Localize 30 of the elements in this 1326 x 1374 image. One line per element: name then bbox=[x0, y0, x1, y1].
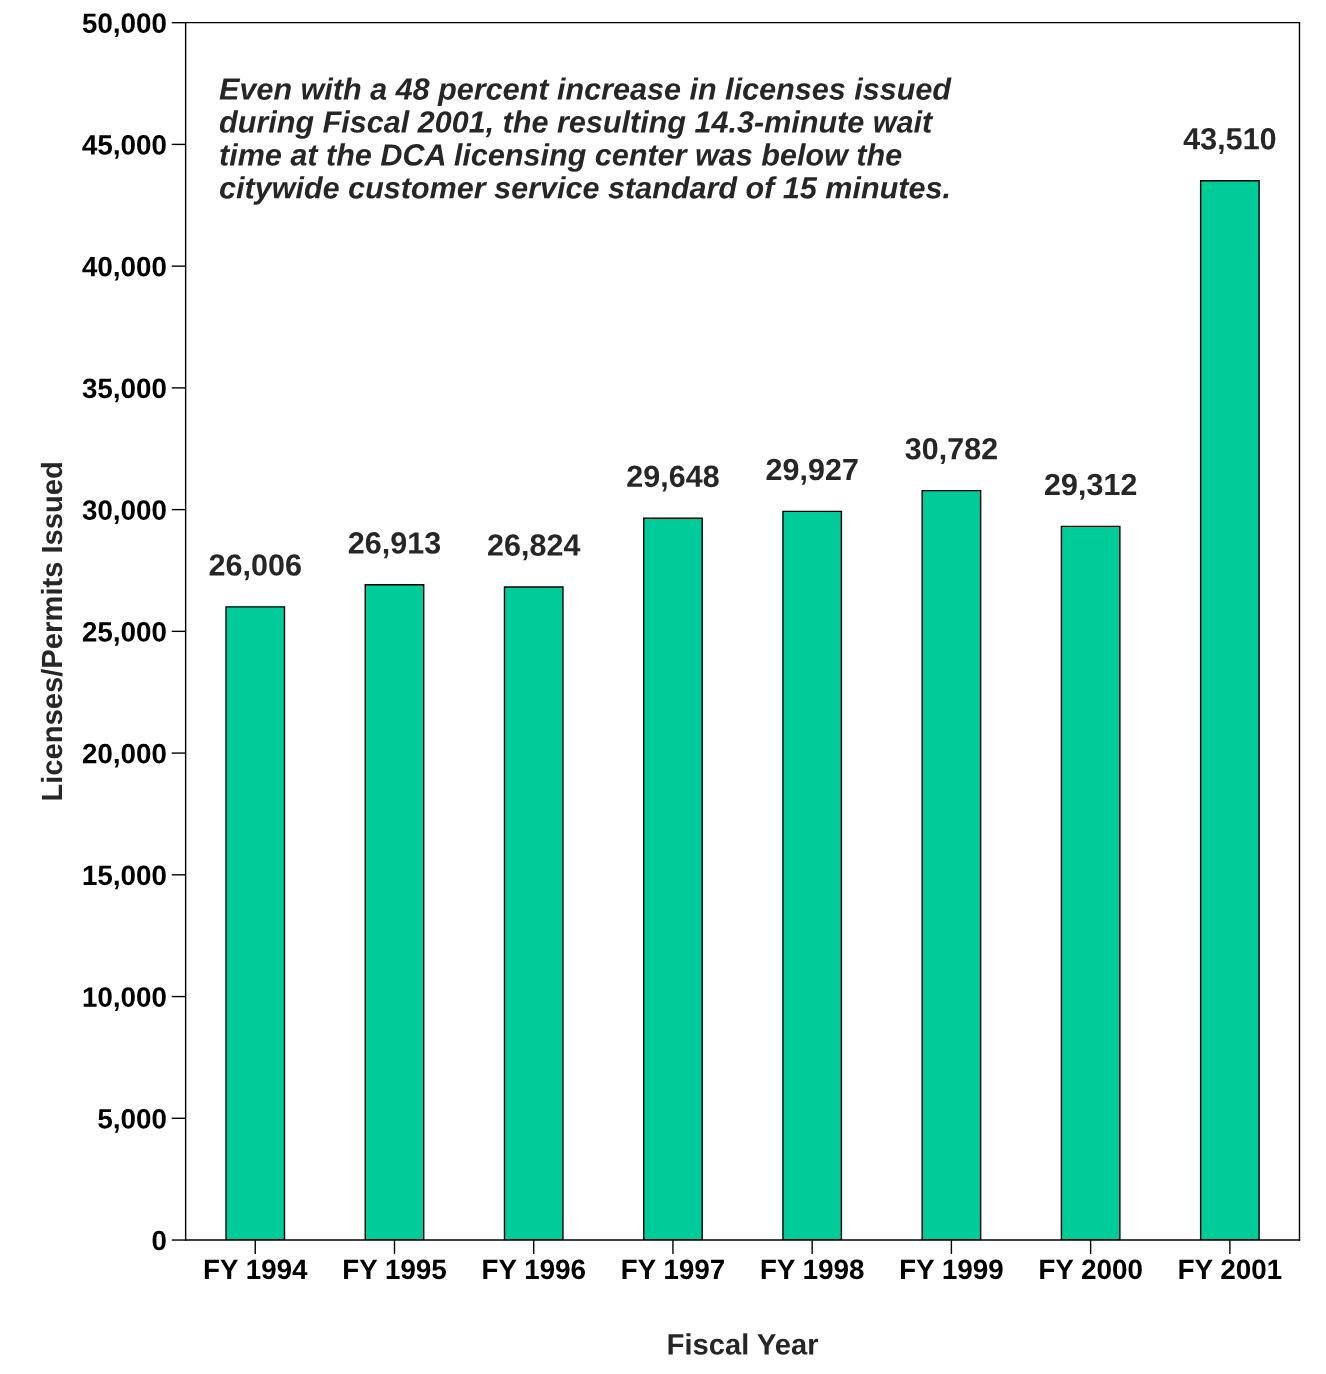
y-tick-label: 20,000 bbox=[82, 743, 166, 768]
data-label: 29,927 bbox=[766, 458, 858, 485]
y-tick-label: 35,000 bbox=[82, 378, 166, 403]
y-tick-label: 25,000 bbox=[82, 622, 166, 646]
y-tick-label: 0 bbox=[152, 1230, 166, 1251]
y-tick-label: 45,000 bbox=[82, 135, 166, 159]
x-tick-label: FY 1996 bbox=[483, 1259, 585, 1280]
data-label: 43,510 bbox=[1183, 128, 1276, 155]
x-tick-label: FY 1997 bbox=[622, 1259, 724, 1280]
data-label: 26,006 bbox=[209, 554, 301, 581]
data-label: 30,782 bbox=[905, 437, 997, 464]
y-tick-label: 5,000 bbox=[98, 1108, 166, 1133]
y-tick-label: 30,000 bbox=[82, 500, 166, 524]
annotation: Even with a 48 percent increase in licenses issued during Fiscal 2001, the resulting 14.3-minute wait time at the DCA licensing center was below the citywide customer service standard of 15 minutes. bbox=[219, 77, 952, 205]
data-label: 29,312 bbox=[1044, 473, 1137, 500]
y-axis-title: Licenses/Permits Issued bbox=[40, 463, 63, 800]
data-label: 29,648 bbox=[627, 465, 719, 492]
y-tick-label: 10,000 bbox=[83, 987, 166, 1011]
x-axis-title: Fiscal Year bbox=[668, 1333, 819, 1355]
x-tick-label: FY 2000 bbox=[1040, 1259, 1142, 1280]
y-tick-label: 50,000 bbox=[82, 13, 166, 38]
data-label: 26,824 bbox=[488, 534, 581, 561]
y-tick-label: 40,000 bbox=[82, 256, 166, 281]
x-tick-label: FY 1995 bbox=[344, 1259, 446, 1280]
data-label: 26,913 bbox=[348, 532, 441, 559]
y-tick-label: 15,000 bbox=[83, 865, 166, 890]
x-tick-label: FY 2001 bbox=[1179, 1259, 1282, 1280]
x-tick-label: FY 1999 bbox=[901, 1259, 1003, 1280]
x-tick-label: FY 1994 bbox=[204, 1259, 308, 1280]
x-tick-label: FY 1998 bbox=[761, 1259, 864, 1280]
